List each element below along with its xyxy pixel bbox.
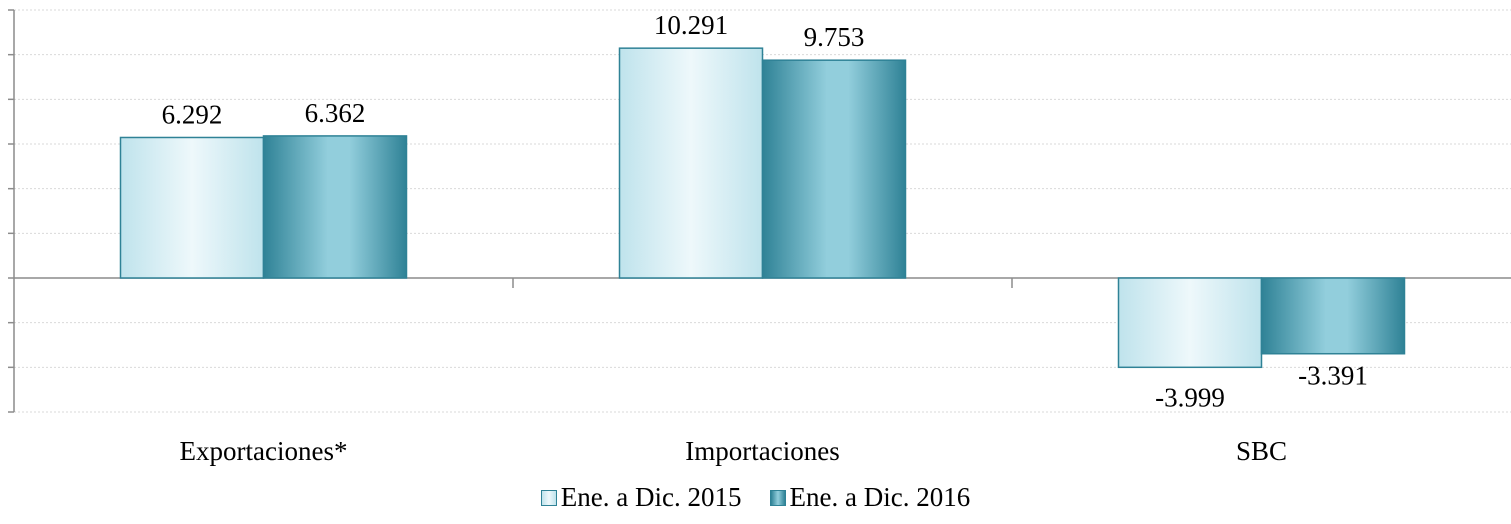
bar-0-0: [119, 136, 265, 279]
data-label-1-2: -3.391: [1298, 361, 1368, 391]
category-label-1: Importaciones: [685, 436, 839, 466]
data-label-0-1: 10.291: [654, 10, 728, 40]
legend-label-2016: Ene. a Dic. 2016: [789, 482, 971, 512]
bar-1-2: [1260, 277, 1406, 355]
category-label-0: Exportaciones*: [180, 436, 348, 466]
bars: [119, 47, 1406, 369]
legend-label-2015: Ene. a Dic. 2015: [560, 482, 742, 512]
bar-0-1: [618, 47, 764, 279]
data-label-1-0: 6.362: [305, 98, 366, 128]
legend-item-2015[interactable]: Ene. a Dic. 2015: [540, 482, 742, 513]
data-label-0-0: 6.292: [162, 99, 223, 129]
bar-0-2: [1117, 277, 1263, 369]
data-label-1-1: 9.753: [804, 22, 865, 52]
bar-1-1: [761, 59, 907, 279]
legend-item-2016[interactable]: Ene. a Dic. 2016: [769, 482, 971, 513]
data-label-0-2: -3.999: [1155, 382, 1225, 412]
legend: Ene. a Dic. 2015 Ene. a Dic. 2016: [0, 482, 1511, 513]
legend-swatch-2015: [540, 489, 557, 506]
bar-1-0: [262, 135, 408, 279]
data-labels: 6.292 6.362 10.291 9.753 -3.999 -3.391: [162, 10, 1368, 412]
category-labels: Exportaciones* Importaciones SBC: [180, 436, 1288, 466]
category-label-2: SBC: [1236, 436, 1287, 466]
bar-chart: 6.292 6.362 10.291 9.753 -3.999 -3.391 Export…: [8, 9, 1511, 466]
legend-swatch-2016: [769, 489, 786, 506]
